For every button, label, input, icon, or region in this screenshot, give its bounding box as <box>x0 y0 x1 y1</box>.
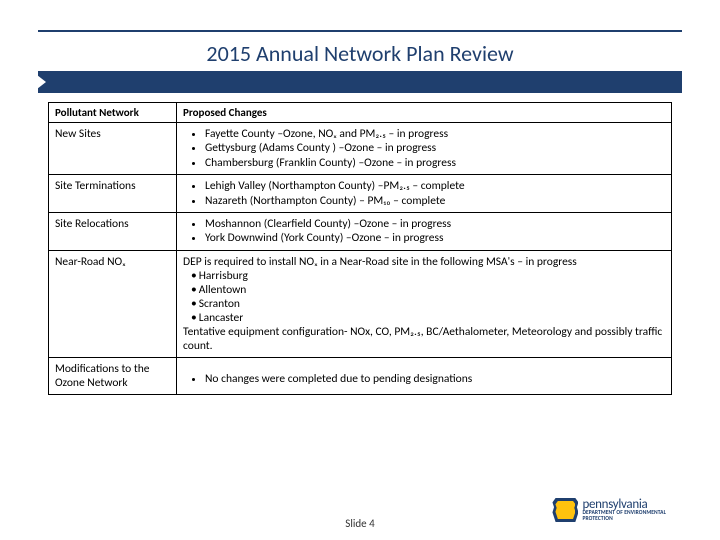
pre-text: DEP is required to install NOₓ in a Near… <box>183 255 665 269</box>
row-content: No changes were completed due to pending… <box>177 357 672 394</box>
table-row: Modifications to the Ozone Network No ch… <box>49 357 672 394</box>
bullet: Moshannon (Clearfield County) –Ozone – i… <box>205 217 665 231</box>
title-bar <box>38 71 682 93</box>
table-row: New Sites Fayette County –Ozone, NOₓ and… <box>49 123 672 175</box>
bullet: York Downwind (York County) –Ozone – in … <box>205 231 665 245</box>
col-header-changes: Proposed Changes <box>177 103 672 123</box>
inline-bullet-list: Harrisburg Allentown Scranton Lancaster <box>183 269 665 325</box>
table-row: Site Relocations Moshannon (Clearfield C… <box>49 212 672 250</box>
row-content: Lehigh Valley (Northampton County) –PM₂.… <box>177 175 672 213</box>
bullet: Gettysburg (Adams County ) –Ozone – in p… <box>205 141 665 155</box>
page-title: 2015 Annual Network Plan Review <box>38 38 682 71</box>
row-label: Site Terminations <box>49 175 177 213</box>
bullet: Chambersburg (Franklin County) –Ozone – … <box>205 156 665 170</box>
bullet: No changes were completed due to pending… <box>205 372 665 386</box>
row-content: Moshannon (Clearfield County) –Ozone – i… <box>177 212 672 250</box>
row-label: Modifications to the Ozone Network <box>49 357 177 394</box>
bullet: Lancaster <box>191 311 665 325</box>
bullet: Allentown <box>191 283 665 297</box>
slide-number: Slide 4 <box>0 517 720 530</box>
row-content: DEP is required to install NOₓ in a Near… <box>177 250 672 357</box>
row-label: New Sites <box>49 123 177 175</box>
row-content: Fayette County –Ozone, NOₓ and PM₂.₅ – i… <box>177 123 672 175</box>
bullet: Fayette County –Ozone, NOₓ and PM₂.₅ – i… <box>205 127 665 141</box>
table-row: Near-Road NOₓ DEP is required to install… <box>49 250 672 357</box>
bullet: Scranton <box>191 297 665 311</box>
header-rule <box>38 30 682 32</box>
col-header-network: Pollutant Network <box>49 103 177 123</box>
post-text: Tentative equipment configuration- NOx, … <box>183 325 665 353</box>
bullet: Harrisburg <box>191 269 665 283</box>
changes-table: Pollutant Network Proposed Changes New S… <box>48 102 672 395</box>
row-label: Near-Road NOₓ <box>49 250 177 357</box>
table-row: Site Terminations Lehigh Valley (Northam… <box>49 175 672 213</box>
row-label: Site Relocations <box>49 212 177 250</box>
bullet: Nazareth (Northampton County) – PM₁₀ – c… <box>205 194 665 208</box>
table-header-row: Pollutant Network Proposed Changes <box>49 103 672 123</box>
header: 2015 Annual Network Plan Review <box>38 30 682 93</box>
bullet: Lehigh Valley (Northampton County) –PM₂.… <box>205 179 665 193</box>
